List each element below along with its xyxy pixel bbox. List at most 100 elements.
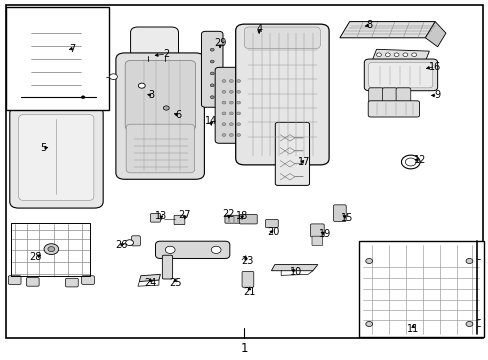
Circle shape	[465, 321, 472, 327]
Bar	[6, 7, 108, 110]
FancyBboxPatch shape	[275, 122, 309, 185]
FancyBboxPatch shape	[310, 224, 324, 237]
FancyBboxPatch shape	[265, 220, 278, 228]
Circle shape	[165, 246, 175, 253]
Circle shape	[222, 112, 225, 115]
Text: 20: 20	[267, 227, 280, 237]
FancyBboxPatch shape	[367, 101, 419, 117]
Text: 7: 7	[69, 44, 75, 54]
Circle shape	[81, 96, 85, 99]
FancyBboxPatch shape	[382, 88, 396, 102]
Polygon shape	[139, 274, 160, 282]
Circle shape	[222, 80, 225, 82]
Circle shape	[402, 53, 407, 57]
Text: 5: 5	[40, 143, 46, 153]
Text: 27: 27	[178, 210, 191, 220]
Text: 25: 25	[168, 278, 181, 288]
FancyBboxPatch shape	[81, 276, 94, 284]
Polygon shape	[425, 22, 445, 47]
Circle shape	[411, 53, 416, 57]
FancyBboxPatch shape	[65, 278, 78, 287]
Text: 11: 11	[406, 324, 419, 334]
Text: 10: 10	[289, 267, 302, 277]
Circle shape	[393, 53, 398, 57]
FancyBboxPatch shape	[242, 271, 253, 287]
FancyBboxPatch shape	[368, 62, 432, 88]
Circle shape	[210, 72, 214, 75]
FancyBboxPatch shape	[215, 67, 248, 143]
Text: 23: 23	[240, 256, 253, 266]
FancyBboxPatch shape	[174, 215, 184, 225]
Polygon shape	[81, 11, 96, 99]
FancyBboxPatch shape	[368, 88, 383, 102]
Circle shape	[222, 123, 225, 126]
Text: 21: 21	[243, 287, 255, 297]
Text: 14: 14	[204, 116, 217, 126]
Circle shape	[465, 258, 472, 264]
Circle shape	[48, 247, 55, 252]
Circle shape	[210, 60, 214, 63]
Circle shape	[365, 321, 372, 327]
Polygon shape	[16, 11, 30, 99]
Text: 6: 6	[175, 110, 181, 120]
Circle shape	[229, 112, 233, 115]
Circle shape	[229, 101, 233, 104]
Text: 17: 17	[297, 157, 310, 167]
FancyBboxPatch shape	[201, 31, 223, 107]
Polygon shape	[16, 11, 96, 23]
Text: 19: 19	[318, 229, 331, 239]
Polygon shape	[271, 265, 317, 271]
Circle shape	[236, 80, 240, 82]
FancyBboxPatch shape	[131, 236, 140, 246]
Circle shape	[229, 134, 233, 136]
Text: 26: 26	[115, 240, 127, 250]
FancyBboxPatch shape	[155, 241, 229, 258]
FancyBboxPatch shape	[8, 276, 21, 284]
FancyBboxPatch shape	[19, 114, 94, 201]
Text: 9: 9	[434, 90, 440, 100]
FancyBboxPatch shape	[311, 236, 322, 246]
Circle shape	[229, 90, 233, 93]
Circle shape	[222, 134, 225, 136]
FancyBboxPatch shape	[150, 213, 160, 222]
Text: 3: 3	[148, 90, 154, 100]
Circle shape	[222, 101, 225, 104]
FancyBboxPatch shape	[235, 24, 328, 165]
Bar	[16, 92, 96, 103]
Circle shape	[125, 240, 133, 246]
Text: 22: 22	[222, 209, 235, 219]
Text: 4: 4	[256, 24, 262, 34]
Circle shape	[210, 48, 214, 51]
Circle shape	[222, 90, 225, 93]
Circle shape	[376, 53, 381, 57]
Circle shape	[109, 74, 117, 80]
FancyBboxPatch shape	[10, 107, 103, 208]
FancyBboxPatch shape	[125, 60, 195, 130]
Text: 15: 15	[340, 213, 353, 223]
Circle shape	[236, 112, 240, 115]
FancyBboxPatch shape	[162, 255, 172, 279]
Circle shape	[210, 84, 214, 87]
Polygon shape	[339, 22, 434, 38]
Circle shape	[44, 244, 59, 255]
Text: 2: 2	[163, 49, 169, 59]
FancyBboxPatch shape	[239, 215, 257, 224]
Text: 29: 29	[213, 38, 226, 48]
Circle shape	[210, 96, 214, 99]
Text: 16: 16	[428, 62, 441, 72]
Text: 24: 24	[144, 278, 157, 288]
FancyBboxPatch shape	[395, 88, 410, 102]
Text: 13: 13	[155, 211, 167, 221]
FancyBboxPatch shape	[244, 27, 320, 49]
Circle shape	[229, 123, 233, 126]
FancyBboxPatch shape	[116, 53, 204, 179]
Bar	[359, 241, 483, 337]
Text: 18: 18	[235, 211, 248, 221]
Text: 12: 12	[413, 155, 426, 165]
Circle shape	[385, 53, 389, 57]
FancyBboxPatch shape	[333, 205, 346, 221]
Circle shape	[229, 80, 233, 82]
Polygon shape	[372, 49, 428, 61]
FancyBboxPatch shape	[364, 59, 437, 91]
Circle shape	[138, 83, 145, 88]
